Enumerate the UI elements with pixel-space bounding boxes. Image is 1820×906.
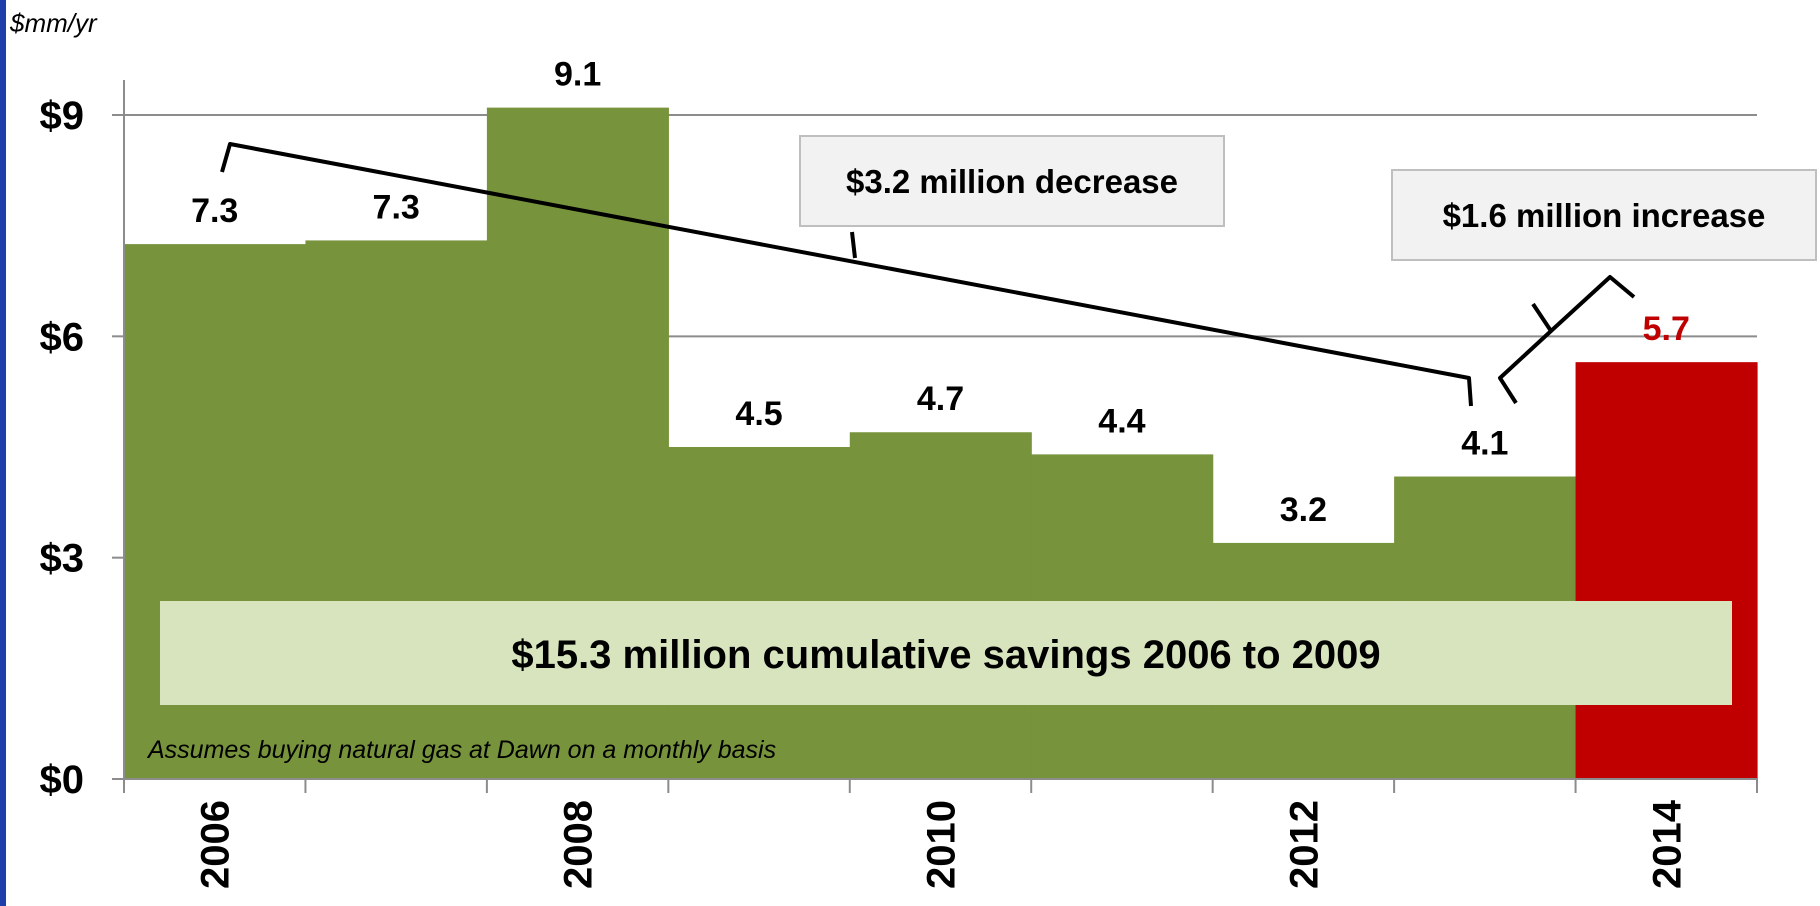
left-border <box>0 0 6 906</box>
y-axis-unit-label: $mm/yr <box>9 8 98 38</box>
data-label-2008: 9.1 <box>554 56 601 94</box>
savings-banner-text: $15.3 million cumulative savings 2006 to… <box>511 633 1380 677</box>
data-label-2011: 4.4 <box>1098 402 1145 440</box>
x-tick-label: 2006 <box>194 800 238 889</box>
x-tick-label: 2010 <box>920 800 964 889</box>
y-tick-label: $6 <box>40 315 85 359</box>
data-label-2006: 7.3 <box>191 192 238 230</box>
y-tick-label: $3 <box>40 537 85 581</box>
data-label-2012: 3.2 <box>1280 491 1327 529</box>
decrease-callout-box <box>799 135 1225 227</box>
increase-callout-text: $1.6 million increase <box>1443 197 1766 234</box>
data-label-2010: 4.7 <box>917 380 964 418</box>
bar-2014 <box>1575 362 1758 779</box>
x-tick-label: 2008 <box>557 800 601 889</box>
x-axis: 2006 2008 2010 2012 2014 <box>112 80 1758 889</box>
data-label-2009: 4.5 <box>735 395 782 433</box>
x-tick-label: 2012 <box>1282 800 1326 889</box>
savings-banner <box>160 601 1732 705</box>
y-tick-label: $0 <box>40 758 85 802</box>
footnote: Assumes buying natural gas at Dawn on a … <box>146 736 776 764</box>
y-tick-label: $9 <box>40 94 85 138</box>
y-axis-ticks: $0 $3 $6 $9 <box>40 94 85 802</box>
decrease-callout-text: $3.2 million decrease <box>846 163 1178 200</box>
data-label-2014: 5.7 <box>1643 310 1690 348</box>
data-labels: 7.3 7.3 9.1 4.5 4.7 4.4 3.2 4.1 5.7 <box>191 56 1690 529</box>
increase-bracket <box>1498 275 1636 405</box>
increase-callout-box <box>1391 169 1817 261</box>
decrease-bracket <box>220 142 1473 407</box>
data-label-2013: 4.1 <box>1461 425 1508 463</box>
data-label-2007: 7.3 <box>373 188 420 226</box>
x-tick-label: 2014 <box>1645 799 1689 889</box>
